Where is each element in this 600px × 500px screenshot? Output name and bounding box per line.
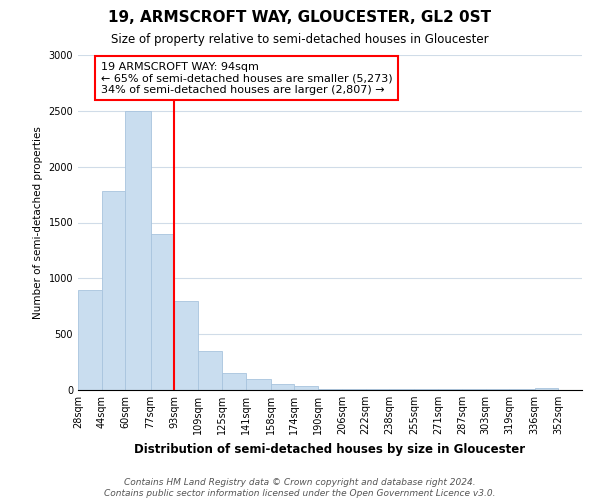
Bar bbox=[535, 388, 558, 390]
X-axis label: Distribution of semi-detached houses by size in Gloucester: Distribution of semi-detached houses by … bbox=[134, 442, 526, 456]
Text: 19, ARMSCROFT WAY, GLOUCESTER, GL2 0ST: 19, ARMSCROFT WAY, GLOUCESTER, GL2 0ST bbox=[109, 10, 491, 25]
Bar bbox=[271, 384, 295, 390]
Bar bbox=[151, 234, 175, 390]
Text: Contains HM Land Registry data © Crown copyright and database right 2024.
Contai: Contains HM Land Registry data © Crown c… bbox=[104, 478, 496, 498]
Y-axis label: Number of semi-detached properties: Number of semi-detached properties bbox=[33, 126, 43, 319]
Text: Size of property relative to semi-detached houses in Gloucester: Size of property relative to semi-detach… bbox=[111, 32, 489, 46]
Bar bbox=[102, 191, 125, 390]
Bar bbox=[78, 290, 102, 390]
Bar bbox=[198, 351, 222, 390]
Text: 19 ARMSCROFT WAY: 94sqm
← 65% of semi-detached houses are smaller (5,273)
34% of: 19 ARMSCROFT WAY: 94sqm ← 65% of semi-de… bbox=[101, 62, 392, 95]
Bar bbox=[222, 372, 245, 390]
Bar bbox=[295, 386, 318, 390]
Bar bbox=[318, 389, 342, 390]
Bar bbox=[245, 379, 271, 390]
Bar bbox=[125, 111, 151, 390]
Bar bbox=[175, 300, 198, 390]
